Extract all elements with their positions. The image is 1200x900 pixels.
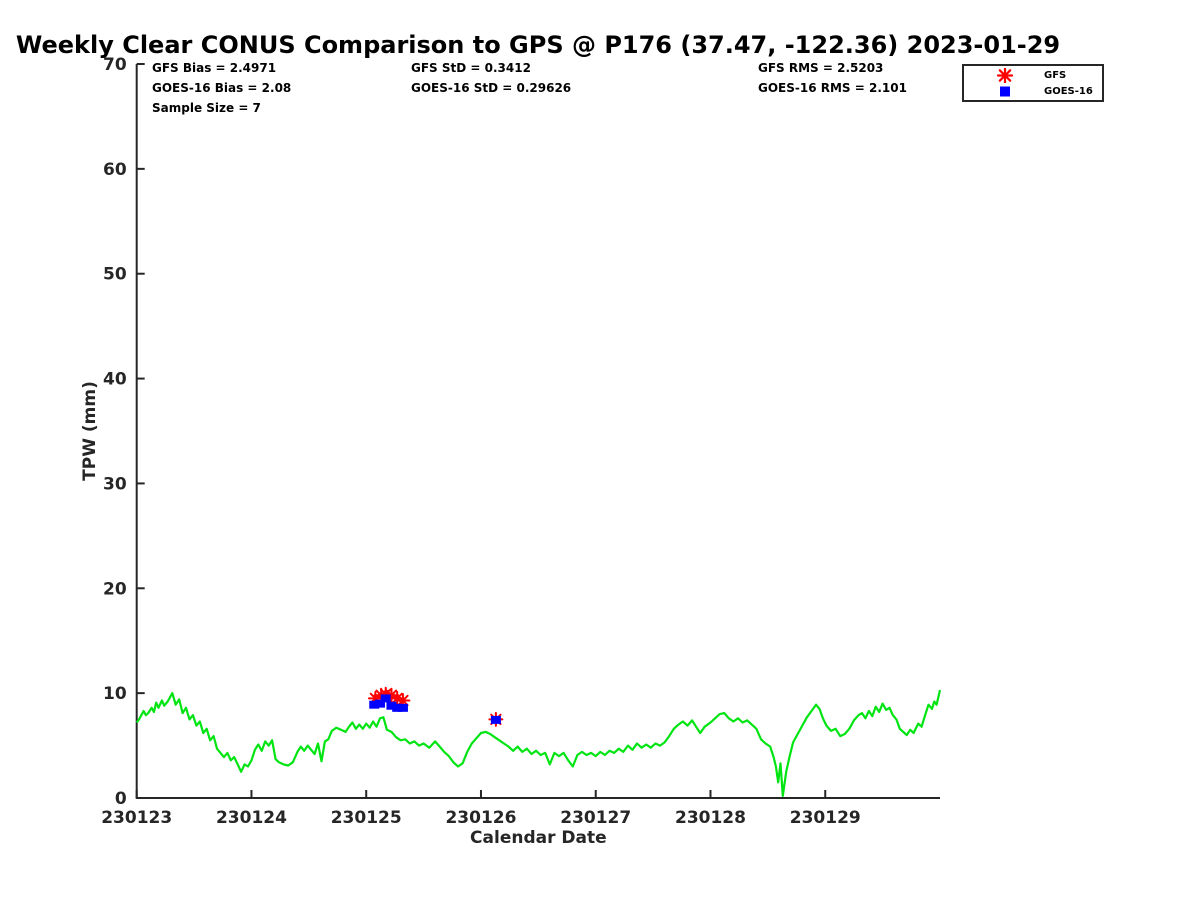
goes16-markers	[369, 694, 501, 724]
legend-label-gfs: GFS	[1044, 69, 1067, 81]
y-tick-label: 10	[103, 684, 127, 704]
goes16-square-marker	[392, 703, 403, 712]
y-axis-label: TPW (mm)	[80, 381, 100, 481]
gps-line	[135, 689, 942, 798]
legend-row-gfs: GFS	[964, 67, 1102, 83]
legend-row-goes16: GOES-16	[964, 84, 1102, 99]
goes16-square-marker	[490, 715, 501, 724]
goes16-square-marker	[374, 699, 385, 708]
y-tick-label: 40	[103, 370, 127, 390]
stat-sample-size: Sample Size = 7	[152, 101, 261, 115]
stat-gfs-std: GFS StD = 0.3412	[411, 61, 531, 75]
x-axis-label: Calendar Date	[470, 828, 607, 848]
x-tick-label: 230127	[560, 808, 631, 828]
stat-gfs-rms: GFS RMS = 2.5203	[758, 61, 884, 75]
y-tick-label: 70	[103, 55, 127, 75]
y-axis-ticks: 0 10 20 30 40 50 60 70	[103, 55, 145, 809]
y-tick-label: 60	[103, 160, 127, 180]
goes16-square-marker	[386, 701, 397, 710]
legend-label-goes16: GOES-16	[1044, 85, 1093, 97]
x-tick-label: 230124	[216, 808, 287, 828]
asterisk-icon	[994, 67, 1016, 83]
stat-goes-rms: GOES-16 RMS = 2.101	[758, 81, 907, 95]
x-axis-ticks: 230123 230124 230125 230126 230127 230128 2301…	[101, 790, 861, 828]
goes16-square-marker	[369, 700, 380, 709]
goes16-square-marker	[397, 703, 408, 712]
x-tick-label: 230125	[331, 808, 402, 828]
stat-goes-bias: GOES-16 Bias = 2.08	[152, 81, 292, 95]
legend-box: GFS GOES-16	[962, 64, 1104, 102]
chart-title: Weekly Clear CONUS Comparison to GPS @ P…	[15, 31, 1061, 59]
x-tick-label: 230123	[101, 808, 172, 828]
y-tick-label: 50	[103, 265, 127, 285]
axes	[135, 64, 940, 799]
stat-goes-std: GOES-16 StD = 0.29626	[411, 81, 572, 95]
square-icon	[994, 84, 1016, 99]
stat-gfs-bias: GFS Bias = 2.4971	[152, 61, 277, 75]
y-tick-label: 30	[103, 474, 127, 494]
x-tick-label: 230129	[790, 808, 861, 828]
x-tick-label: 230128	[675, 808, 746, 828]
x-tick-label: 230126	[445, 808, 516, 828]
y-tick-label: 20	[103, 579, 127, 599]
goes16-square-marker	[380, 694, 391, 703]
y-tick-label: 0	[115, 789, 127, 809]
